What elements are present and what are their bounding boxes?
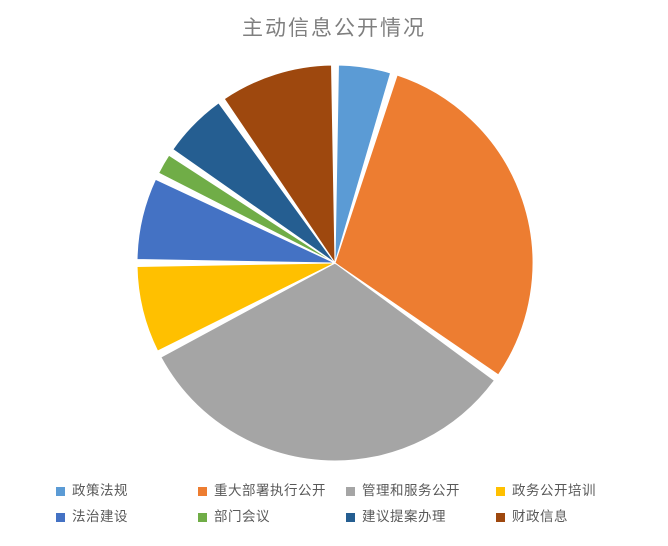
legend-row: 法治建设 部门会议 建议提案办理 财政信息 xyxy=(0,504,668,530)
pie-slice-政策法规[interactable] xyxy=(334,64,392,264)
legend-swatch-icon xyxy=(56,512,65,522)
legend-swatch-icon xyxy=(496,486,505,496)
legend-swatch-icon xyxy=(346,512,355,522)
legend-item-管理和服务公开[interactable]: 管理和服务公开 xyxy=(346,478,496,504)
pie-slice-建议提案办理[interactable] xyxy=(172,102,336,264)
legend-swatch-icon xyxy=(496,512,505,522)
legend-item-label: 法治建设 xyxy=(72,509,128,524)
plot-area xyxy=(0,48,668,468)
legend-item-部门会议[interactable]: 部门会议 xyxy=(198,504,346,530)
pie-svg xyxy=(136,64,534,462)
legend-item-重大部署执行公开[interactable]: 重大部署执行公开 xyxy=(198,478,346,504)
pie-slice-部门会议[interactable] xyxy=(157,154,336,264)
legend-item-label: 财政信息 xyxy=(512,509,568,524)
chart-title: 主动信息公开情况 xyxy=(242,17,426,40)
legend-item-label: 部门会议 xyxy=(214,509,270,524)
legend-item-label: 重大部署执行公开 xyxy=(214,483,326,498)
chart-legend: 政策法规 重大部署执行公开 管理和服务公开 政务公开培训 法治建设 部 xyxy=(0,478,668,538)
pie-slice-法治建设[interactable] xyxy=(136,178,336,264)
legend-item-label: 政务公开培训 xyxy=(512,483,596,498)
legend-item-财政信息[interactable]: 财政信息 xyxy=(496,504,616,530)
legend-row: 政策法规 重大部署执行公开 管理和服务公开 政务公开培训 xyxy=(0,478,668,504)
legend-item-label: 建议提案办理 xyxy=(362,509,446,524)
legend-item-label: 管理和服务公开 xyxy=(362,483,460,498)
pie-slice-重大部署执行公开[interactable] xyxy=(334,74,534,376)
legend-item-法治建设[interactable]: 法治建设 xyxy=(56,504,198,530)
pie-slice-管理和服务公开[interactable] xyxy=(160,262,496,462)
legend-swatch-icon xyxy=(346,486,355,496)
legend-item-建议提案办理[interactable]: 建议提案办理 xyxy=(346,504,496,530)
pie-slice-group xyxy=(136,64,534,462)
legend-item-政务公开培训[interactable]: 政务公开培训 xyxy=(496,478,616,504)
legend-swatch-icon xyxy=(198,512,207,522)
legend-item-label: 政策法规 xyxy=(72,483,128,498)
legend-item-政策法规[interactable]: 政策法规 xyxy=(56,478,198,504)
legend-swatch-icon xyxy=(56,486,65,496)
legend-swatch-icon xyxy=(198,486,207,496)
pie-slice-财政信息[interactable] xyxy=(223,64,336,265)
pie-slice-政务公开培训[interactable] xyxy=(136,262,336,352)
